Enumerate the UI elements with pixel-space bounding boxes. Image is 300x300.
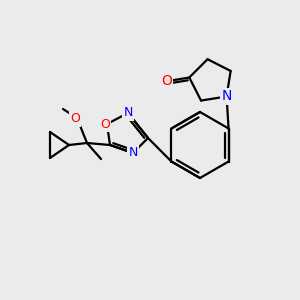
Text: O: O [161, 74, 172, 88]
Text: N: N [123, 106, 133, 119]
Text: N: N [221, 89, 232, 103]
Text: O: O [70, 112, 80, 125]
Text: N: N [128, 146, 138, 160]
Text: O: O [100, 118, 110, 130]
